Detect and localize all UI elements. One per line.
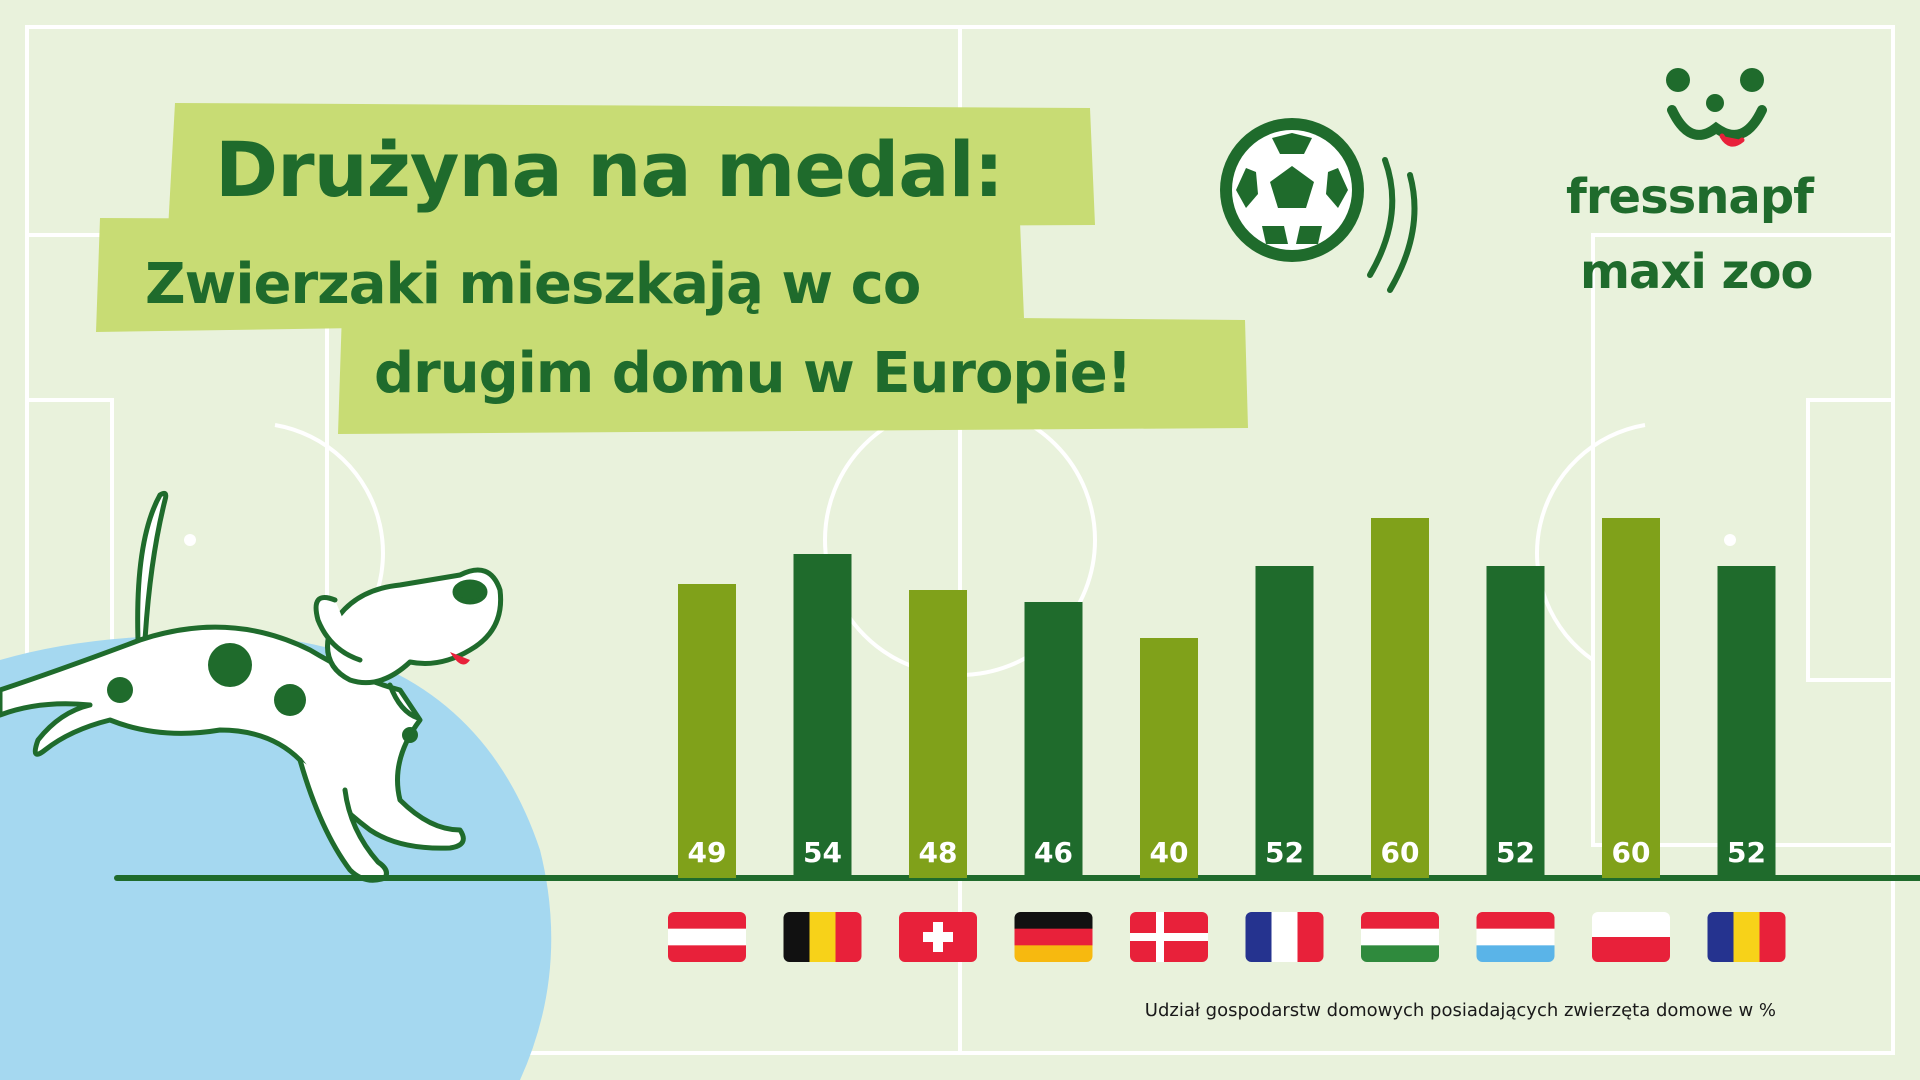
bar-value-label: 48 <box>919 836 958 869</box>
bar-value-label: 52 <box>1265 836 1304 869</box>
bar-węgry <box>1371 518 1429 878</box>
flag-row <box>668 912 1786 962</box>
logo-face-icon <box>1666 68 1767 147</box>
bar-value-label: 52 <box>1496 836 1535 869</box>
flag-szwajcaria-icon <box>899 912 977 962</box>
title-highlight-3 <box>338 312 1248 434</box>
title-highlight-2 <box>96 218 1024 332</box>
flag-niemcy-icon <box>1014 912 1093 962</box>
bar-szwajcaria <box>909 590 967 878</box>
chart-footnote: Udział gospodarstw domowych posiadającyc… <box>1144 1000 1776 1021</box>
bar-value-label: 54 <box>803 836 842 869</box>
bar-value-label: 60 <box>1381 836 1420 869</box>
bar-chart: 49 54 48 46 40 52 60 52 60 52 <box>678 518 1776 878</box>
flag-polska-icon <box>1592 912 1670 962</box>
dog-illustration <box>0 490 504 883</box>
bar-dania <box>1140 638 1198 878</box>
logo-text-maxi-zoo: maxi zoo <box>1580 244 1813 300</box>
title-highlight-1 <box>168 103 1095 230</box>
bar-niemcy <box>1024 602 1083 878</box>
pitch-left-goal-box <box>25 398 114 682</box>
pitch-right-goal-box <box>1806 398 1895 682</box>
pitch-right-arc <box>1535 423 1646 662</box>
bar-polska <box>1602 518 1660 878</box>
bar-francja <box>1255 566 1314 878</box>
bar-value-label: 52 <box>1727 836 1766 869</box>
flag-rumunia-icon <box>1707 912 1786 962</box>
bar-value-label: 46 <box>1034 836 1073 869</box>
flag-belgia-icon <box>783 912 862 962</box>
blue-blob <box>0 635 552 1080</box>
bar-value-label: 49 <box>688 836 727 869</box>
bar-austria <box>678 584 736 878</box>
title-line-1: Drużyna na medal: <box>215 125 1004 214</box>
flag-węgry-icon <box>1361 912 1439 962</box>
title-line-2: Zwierzaki mieszkają w co <box>145 252 921 317</box>
title-highlights <box>96 103 1248 434</box>
bar-luksemburg <box>1486 566 1545 878</box>
bar-belgia <box>793 554 852 878</box>
pitch-right-penalty-spot <box>1724 534 1736 546</box>
football-icon <box>1220 118 1418 293</box>
bar-value-label: 60 <box>1612 836 1651 869</box>
logo-text-fressnapf: fressnapf <box>1566 169 1814 225</box>
pitch-left-penalty-spot <box>184 534 196 546</box>
bar-value-label: 40 <box>1150 836 1189 869</box>
flag-francja-icon <box>1245 912 1324 962</box>
flag-dania-icon <box>1130 912 1208 962</box>
flag-luksemburg-icon <box>1476 912 1555 962</box>
flag-austria-icon <box>668 912 746 962</box>
bar-rumunia <box>1717 566 1776 878</box>
title-line-3: drugim domu w Europie! <box>374 341 1132 406</box>
